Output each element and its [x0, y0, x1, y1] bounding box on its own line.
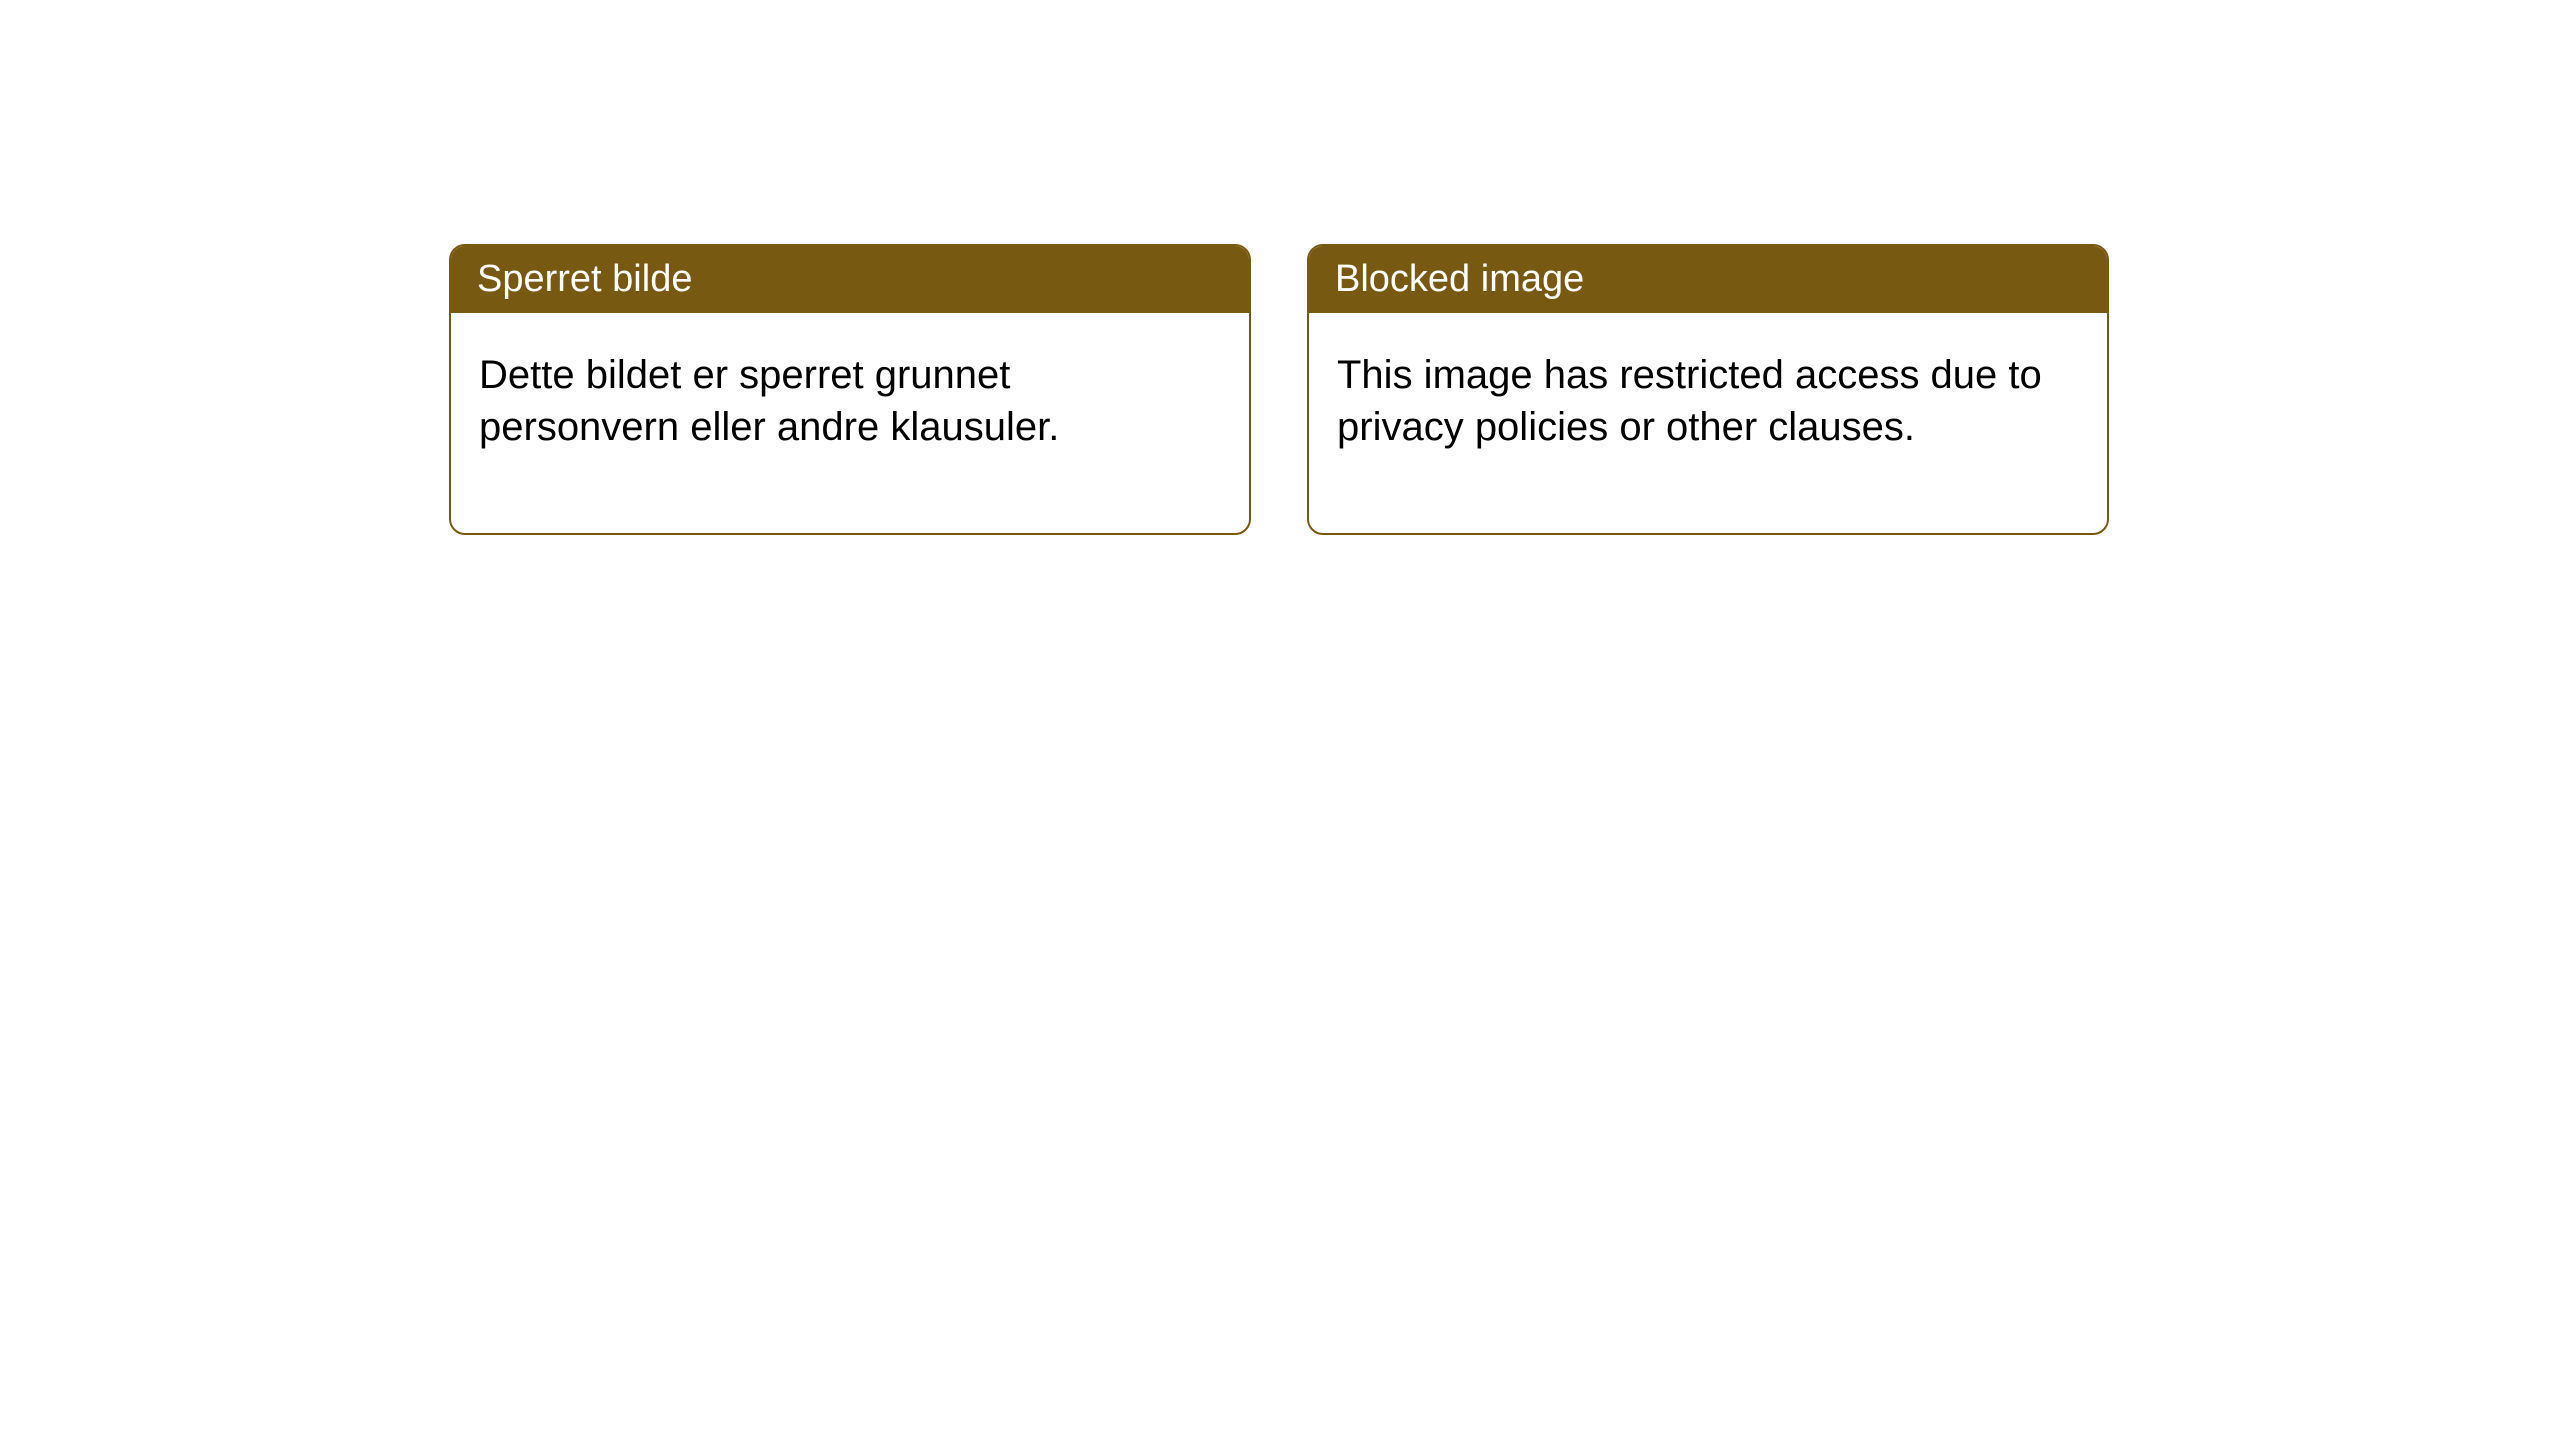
notice-container: Sperret bilde Dette bildet er sperret gr… — [449, 244, 2109, 535]
notice-header-text: Sperret bilde — [477, 258, 692, 300]
notice-body-text: Dette bildet er sperret grunnet personve… — [479, 353, 1059, 449]
notice-body-text: This image has restricted access due to … — [1337, 353, 2042, 449]
notice-header-text: Blocked image — [1335, 258, 1584, 300]
notice-card-norwegian: Sperret bilde Dette bildet er sperret gr… — [449, 244, 1251, 535]
notice-body: This image has restricted access due to … — [1309, 313, 2107, 533]
notice-header: Blocked image — [1309, 246, 2107, 313]
notice-header: Sperret bilde — [451, 246, 1249, 313]
notice-card-english: Blocked image This image has restricted … — [1307, 244, 2109, 535]
notice-body: Dette bildet er sperret grunnet personve… — [451, 313, 1249, 533]
